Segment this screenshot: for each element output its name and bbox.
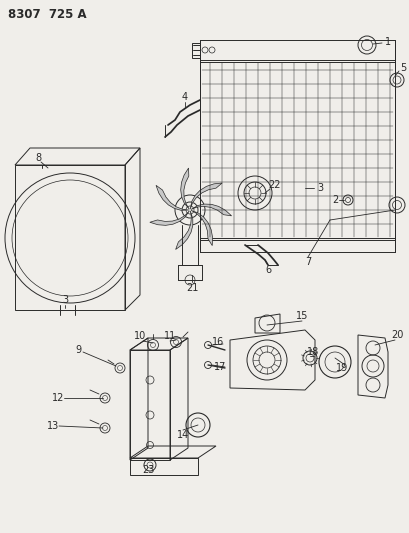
Text: 6: 6 — [264, 265, 270, 275]
Text: 3: 3 — [316, 183, 322, 193]
Text: 17: 17 — [213, 362, 226, 372]
Text: 13: 13 — [47, 421, 59, 431]
Text: 3: 3 — [62, 295, 68, 305]
Text: 11: 11 — [164, 331, 176, 341]
Polygon shape — [191, 211, 212, 246]
Text: 8: 8 — [35, 153, 41, 163]
Text: 1: 1 — [384, 37, 390, 47]
Text: 21: 21 — [185, 283, 198, 293]
Polygon shape — [190, 183, 222, 209]
Text: 23: 23 — [142, 465, 154, 475]
Polygon shape — [175, 211, 192, 249]
Text: 20: 20 — [390, 330, 402, 340]
Polygon shape — [191, 204, 231, 216]
Text: 22: 22 — [268, 180, 281, 190]
Text: 8307  725 A: 8307 725 A — [8, 7, 86, 20]
Text: 2: 2 — [331, 195, 337, 205]
Text: 15: 15 — [295, 311, 308, 321]
Polygon shape — [149, 211, 189, 225]
Text: 7: 7 — [304, 257, 310, 267]
Polygon shape — [180, 168, 189, 209]
Text: 12: 12 — [52, 393, 64, 403]
Polygon shape — [156, 185, 189, 211]
Text: 9: 9 — [75, 345, 81, 355]
Text: 18: 18 — [306, 347, 318, 357]
Text: 14: 14 — [176, 430, 189, 440]
Text: 16: 16 — [211, 337, 224, 347]
Text: 19: 19 — [335, 363, 347, 373]
Text: 4: 4 — [182, 92, 188, 102]
Text: 5: 5 — [399, 63, 405, 73]
Text: 10: 10 — [134, 331, 146, 341]
